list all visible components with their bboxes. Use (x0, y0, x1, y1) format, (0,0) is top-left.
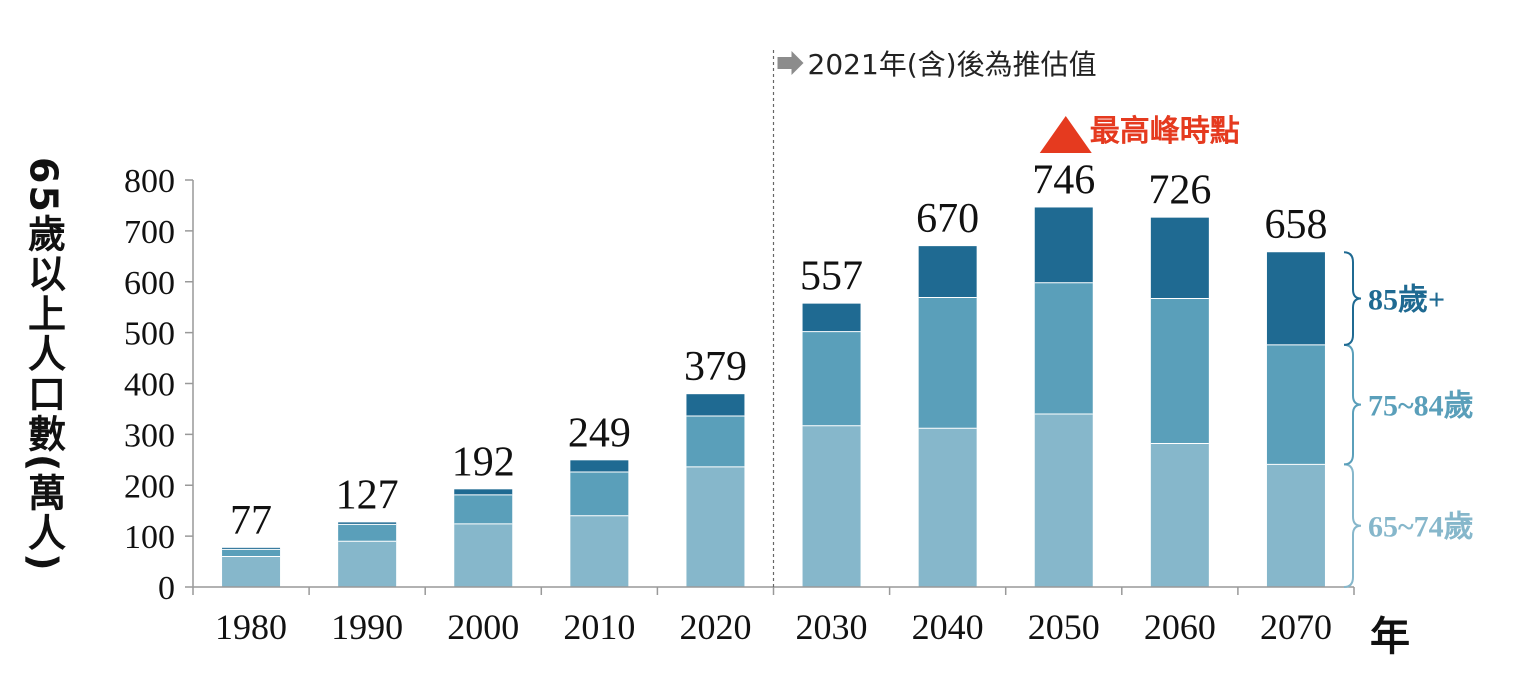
legend-bracket-3 (1343, 251, 1362, 346)
total-label-1990: 127 (336, 472, 399, 518)
x-tick-label-2030: 2030 (796, 607, 868, 647)
bar-segment-2040-3 (918, 246, 977, 298)
y-tick-label: 100 (124, 519, 175, 556)
bar-segment-2030-2 (802, 331, 861, 426)
peak-label: 最高峰時點 (1090, 114, 1240, 149)
x-tick-label-2050: 2050 (1028, 607, 1100, 647)
x-tick-label-2000: 2000 (447, 607, 519, 647)
bar-segment-2050-1 (1034, 414, 1093, 587)
x-tick-label-2070: 2070 (1260, 607, 1332, 647)
bar-segment-2020-3 (686, 394, 745, 417)
bar-segment-2000-3 (454, 489, 513, 495)
y-tick-label: 0 (158, 570, 175, 607)
bar-segment-1980-1 (222, 556, 281, 587)
total-label-2020: 379 (684, 344, 747, 390)
bar-segment-2050-2 (1034, 282, 1093, 415)
bar-segment-1990-1 (338, 541, 397, 587)
y-axis-title-wrap: 65歲以上人口數(萬人) (18, 120, 70, 610)
legend-label-1: 65~74歲 (1368, 511, 1474, 544)
bar-segment-2070-3 (1266, 252, 1325, 345)
bar-segment-2030-1 (802, 425, 861, 587)
y-tick-label: 500 (124, 316, 175, 353)
total-label-2030: 557 (800, 254, 863, 300)
y-tick-label: 300 (124, 417, 175, 454)
total-label-2010: 249 (568, 410, 631, 456)
y-tick-label: 200 (124, 468, 175, 505)
bar-segment-2020-1 (686, 466, 745, 587)
bar-segment-2010-3 (570, 460, 629, 473)
bar-segment-1980-2 (222, 549, 281, 557)
bar-segment-2060-1 (1150, 443, 1209, 587)
y-axis-title: 65歲以上人口數(萬人) (21, 157, 66, 573)
bar-segment-1980-3 (222, 547, 281, 550)
total-label-2040: 670 (916, 196, 979, 242)
y-tick-label: 800 (124, 163, 175, 200)
bar-segment-2060-2 (1150, 298, 1209, 444)
bar-segment-2010-1 (570, 515, 629, 587)
bar-segment-2000-1 (454, 523, 513, 587)
peak-triangle-icon (1039, 116, 1092, 153)
x-tick-label-2040: 2040 (912, 607, 984, 647)
legend-bracket-2 (1343, 343, 1362, 466)
x-tick-label-2020: 2020 (679, 607, 751, 647)
projection-note: 2021年(含)後為推估值 (808, 48, 1097, 81)
bar-segment-2000-2 (454, 494, 513, 524)
bar-segment-2070-2 (1266, 344, 1325, 465)
bar-segment-2070-1 (1266, 464, 1325, 587)
bar-segment-1990-2 (338, 524, 397, 542)
total-label-1980: 77 (230, 498, 272, 544)
projection-arrow-icon (777, 51, 804, 75)
bar-segment-2020-2 (686, 416, 745, 467)
legend-label-3: 85歲+ (1368, 284, 1445, 317)
bar-segment-2040-1 (918, 428, 977, 587)
legend-bracket-1 (1343, 463, 1362, 588)
total-label-2060: 726 (1148, 168, 1211, 214)
legend-label-2: 75~84歲 (1368, 390, 1474, 423)
bar-segment-2010-2 (570, 472, 629, 516)
x-tick-label-1980: 1980 (215, 607, 287, 647)
x-tick-label-2060: 2060 (1144, 607, 1216, 647)
y-tick-label: 700 (124, 214, 175, 251)
total-label-2070: 658 (1264, 202, 1327, 248)
x-tick-label-1990: 1990 (331, 607, 403, 647)
x-tick-label-2010: 2010 (563, 607, 635, 647)
y-tick-label: 400 (124, 367, 175, 404)
x-axis-title: 年 (1370, 614, 1410, 660)
bar-segment-2050-3 (1034, 207, 1093, 283)
total-label-2000: 192 (452, 439, 515, 485)
bar-segment-1990-3 (338, 522, 397, 525)
bar-segment-2060-3 (1150, 217, 1209, 299)
bar-segment-2030-3 (802, 303, 861, 332)
total-label-2050: 746 (1032, 157, 1095, 203)
bar-segment-2040-2 (918, 297, 977, 429)
y-tick-label: 600 (124, 265, 175, 302)
